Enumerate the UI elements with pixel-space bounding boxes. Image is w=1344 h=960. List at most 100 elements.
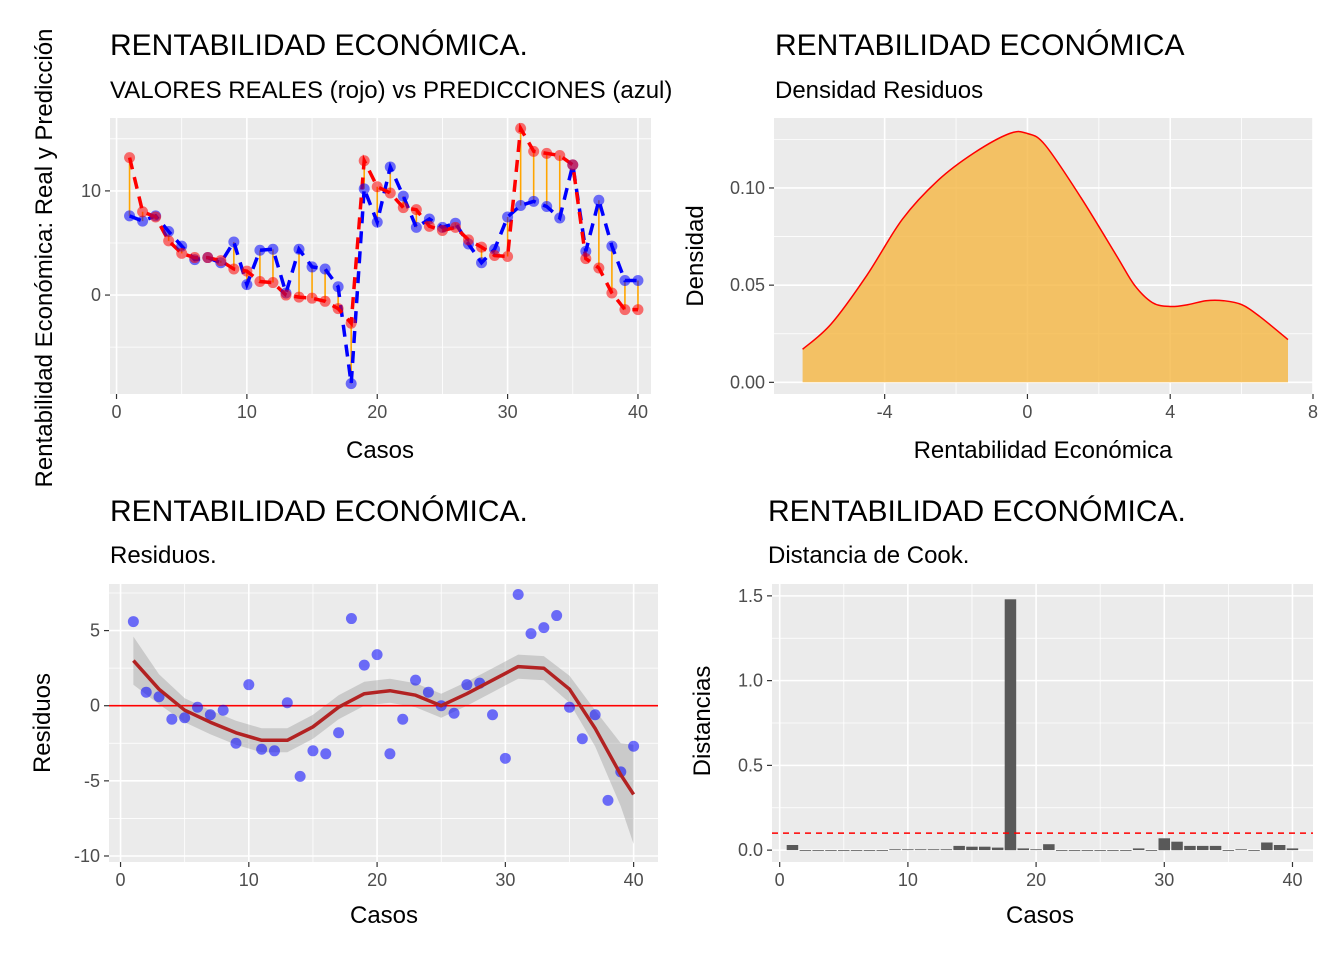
prediccion-point (619, 274, 631, 286)
residual-point (410, 674, 422, 686)
residual-point (204, 709, 216, 721)
cook-bar (1158, 838, 1170, 851)
tick-label-x-3: 20 (367, 870, 387, 890)
cook-bar (812, 850, 824, 851)
cook-bar (1286, 848, 1299, 851)
residual-point (576, 733, 588, 745)
tick-label-x-1: 40 (628, 402, 648, 422)
prediccion-point (384, 161, 396, 173)
smooth-line (132, 659, 636, 796)
prediccion-point (345, 378, 357, 390)
real-point (528, 145, 540, 157)
real-point (371, 181, 383, 193)
tick-label-y-4: 0.5 (738, 755, 763, 775)
residual-point (602, 794, 614, 806)
residual-point (371, 649, 383, 661)
cook-bar (1171, 841, 1183, 851)
y-axis-title-3: Residuos (29, 673, 56, 773)
real-point (228, 263, 240, 275)
residual-point (281, 697, 293, 709)
tick-label-x-4: 20 (1026, 870, 1046, 890)
prediccion-point (606, 240, 618, 252)
prediccion-point (137, 215, 149, 227)
real-point (593, 262, 605, 274)
x-axis-title-4: Casos (1006, 902, 1074, 929)
real-point (567, 159, 579, 171)
prediccion-point (306, 261, 318, 273)
prediccion-point (528, 195, 540, 207)
chart-subtitle-2: Densidad Residuos (775, 77, 983, 104)
real-point (476, 241, 488, 253)
cook-bar (1107, 850, 1119, 851)
tick-label-y-4: 1.5 (738, 586, 763, 606)
chart-subtitle-4: Distancia de Cook. (768, 542, 969, 569)
residual-point (140, 686, 152, 698)
tick-label-y-4: 0.0 (738, 840, 763, 860)
real-point (554, 149, 566, 161)
residual-point (499, 752, 511, 764)
cook-bar (1068, 850, 1081, 851)
residual-point (307, 745, 319, 757)
real-point (462, 234, 474, 246)
prediccion-point (397, 190, 409, 202)
real-point (202, 252, 214, 264)
prediccion-point (241, 279, 253, 291)
cook-bar (1273, 845, 1286, 851)
y-axis-title-2: Densidad (682, 205, 709, 306)
prediccion-point (163, 226, 175, 238)
residual-point (448, 707, 460, 719)
cook-bar (1043, 844, 1055, 851)
tick-label-y-2: 0.00 (730, 372, 765, 392)
residual-point (217, 704, 229, 716)
cook-bar (1235, 849, 1247, 851)
density-line (802, 130, 1289, 350)
real-point (580, 253, 592, 265)
prediccion-point (541, 201, 553, 213)
tick-label-x-1: 0 (112, 402, 122, 422)
cook-bar (1222, 850, 1235, 851)
cook-bar (1004, 599, 1017, 851)
y-axis-title-4: Distancias (689, 666, 716, 777)
cook-bar (1261, 842, 1273, 851)
real-point (619, 304, 631, 316)
tick-label-y-3: 0 (90, 696, 100, 716)
tick-label-x-1: 10 (237, 402, 257, 422)
tick-label-y-3: -10 (74, 846, 100, 866)
real-point (189, 252, 201, 264)
panel-real-vs-prediccion: RENTABILIDAD ECONÓMICA. VALORES REALES (… (31, 29, 672, 488)
cook-bar (991, 847, 1004, 851)
prediccion-point (410, 221, 422, 233)
real-point (124, 152, 136, 164)
tick-label-y-1: 0 (91, 285, 101, 305)
real-point (267, 277, 279, 289)
residual-point (256, 743, 268, 755)
real-point (436, 224, 448, 236)
residual-point (397, 713, 409, 725)
panel-residuos: RENTABILIDAD ECONÓMICA. Residuos. Casos … (29, 495, 658, 929)
cook-bar (1081, 850, 1094, 851)
residual-point (268, 745, 280, 757)
tick-label-x-4: 30 (1154, 870, 1174, 890)
real-point (345, 317, 357, 329)
prediccion-point (332, 281, 344, 293)
cook-bar (863, 850, 876, 851)
residual-point (358, 659, 370, 671)
residual-point (192, 701, 204, 713)
cook-bar (902, 849, 914, 851)
prediccion-point (515, 199, 527, 211)
prediccion-point (293, 243, 305, 255)
real-point (280, 289, 292, 301)
real-point (410, 204, 422, 216)
tick-label-x-3: 10 (239, 870, 259, 890)
prediccion-point (358, 183, 370, 195)
tick-label-x-2: 8 (1308, 402, 1318, 422)
tick-label-x-2: 0 (1022, 402, 1032, 422)
tick-label-x-2: -4 (877, 402, 893, 422)
real-point (150, 211, 162, 223)
x-axis-title-2: Rentabilidad Económica (914, 437, 1173, 464)
cook-bar (1248, 850, 1260, 851)
residual-point (628, 740, 640, 752)
cook-bar (966, 846, 978, 851)
tick-label-x-4: 40 (1282, 870, 1302, 890)
